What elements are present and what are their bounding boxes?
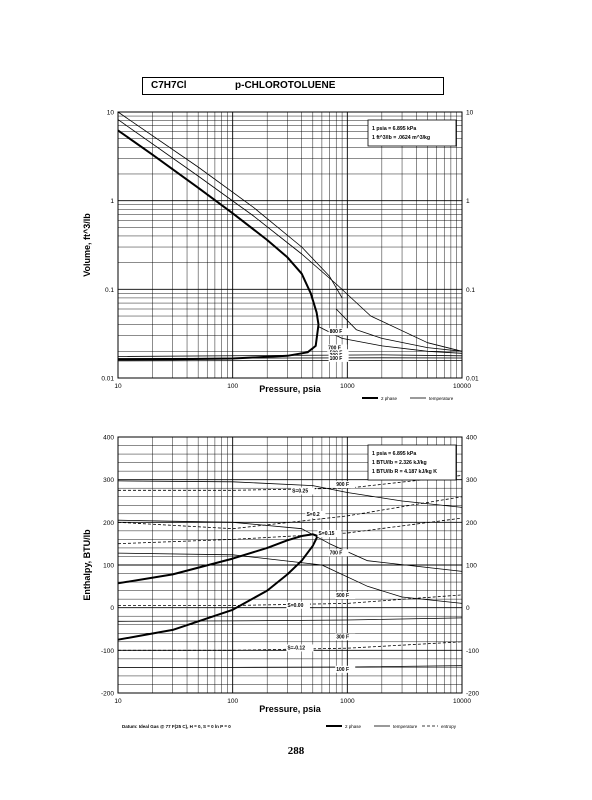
- y-tick-label: 100: [103, 563, 114, 570]
- y-tick-label-right: 100: [466, 563, 477, 570]
- x-tick-label: 100: [227, 383, 238, 390]
- y-tick-label: 10: [107, 110, 115, 117]
- x-tick-label: 10000: [453, 383, 471, 390]
- series-line-entropy: [117, 517, 463, 545]
- x-tick-label: 10000: [453, 698, 471, 705]
- x-tick-label: 10: [114, 698, 122, 705]
- curve-label-bg: [286, 601, 310, 609]
- series-line-temperature: [117, 552, 463, 604]
- legend-label: temperature: [393, 724, 418, 729]
- conversion-note-box: [367, 119, 457, 147]
- y-tick-label: -100: [101, 648, 114, 655]
- y-tick-label: 1: [110, 198, 114, 205]
- legend-label: 2 phase: [345, 724, 362, 729]
- curve-label: 500 F: [336, 593, 349, 599]
- y-tick-label: -200: [101, 691, 114, 698]
- series-line-temperature: [117, 111, 343, 299]
- curve-label-bg: [328, 328, 349, 336]
- curve-label-bg: [328, 354, 349, 362]
- conversion-note: 1 psia = 6.895 kPa: [372, 126, 416, 132]
- legend-label: temperature: [429, 396, 454, 401]
- y-tick-label-right: -200: [466, 691, 479, 698]
- curve-label-bg: [335, 665, 356, 673]
- series-line-temperature: [118, 665, 463, 668]
- curve-label: S=0.15: [318, 531, 334, 537]
- y-tick-label-right: 0.01: [466, 376, 479, 383]
- legend-label: 2 phase: [381, 396, 398, 401]
- series-line-2-phase: [117, 533, 318, 585]
- curve-label: 100 F: [336, 667, 349, 673]
- y-tick-label: 400: [103, 435, 114, 442]
- compound-formula: C7H7Cl: [151, 80, 187, 91]
- curve-label-bg: [291, 487, 315, 495]
- conversion-note: 1 BTU/lb = 2.326 kJ/kg: [372, 460, 427, 466]
- x-axis-label: Pressure, psia: [259, 704, 322, 714]
- curve-label: 300 F: [336, 634, 349, 640]
- x-tick-label: 100: [227, 698, 238, 705]
- datum-footnote: Datum: Ideal Gas @ 77 F(25 C), H = 0, S …: [122, 724, 231, 729]
- series-line-2-phase: [117, 324, 320, 361]
- legend-label: entropy: [441, 724, 457, 729]
- series-line-2-phase: [117, 129, 320, 325]
- y-tick-label: 0: [110, 605, 114, 612]
- curve-label: S=0.25: [292, 488, 308, 494]
- series-line-temperature: [117, 357, 463, 359]
- curve-label: 700 F: [328, 345, 341, 351]
- curve-label: 700 F: [330, 550, 343, 556]
- series-line-temperature: [335, 308, 463, 352]
- conversion-note-box: [367, 444, 457, 481]
- curve-label: S=0.00: [287, 603, 303, 609]
- series-line-temperature: [117, 617, 463, 622]
- series-line-2-phase: [117, 535, 319, 641]
- curve-label: S=0.2: [306, 512, 319, 518]
- series-line-temperature: [117, 519, 463, 572]
- y-tick-label-right: 0.1: [466, 287, 475, 294]
- series-line-temperature: [117, 480, 463, 508]
- x-tick-label: 10: [114, 383, 122, 390]
- curve-label-bg: [305, 510, 326, 518]
- curve-label: 100 F: [330, 356, 343, 362]
- y-tick-label-right: 200: [466, 520, 477, 527]
- series-line-temperature: [117, 119, 463, 352]
- page-number: 288: [287, 745, 305, 757]
- conversion-note: 1 BTU/lb R = 4.187 kJ/kg K: [372, 469, 437, 475]
- plot-frame: [117, 111, 463, 379]
- curve-label-bg: [286, 644, 314, 652]
- y-tick-label: 300: [103, 477, 114, 484]
- x-tick-label: 1000: [340, 698, 355, 705]
- curve-label: 800 F: [330, 329, 343, 335]
- y-axis-label: Volume, ft^3/lb: [82, 213, 92, 277]
- curve-label-bg: [335, 592, 356, 599]
- y-tick-label: 0.01: [101, 376, 114, 383]
- y-axis-label: Enthalpy, BTU/lb: [82, 529, 92, 601]
- curve-label-bg: [317, 530, 342, 538]
- curve-label: 900 F: [336, 482, 349, 488]
- x-axis-label: Pressure, psia: [259, 384, 322, 394]
- curve-label-bg: [335, 633, 356, 641]
- series-line-entropy: [118, 475, 463, 491]
- conversion-note: 1 psia = 6.895 kPa: [372, 451, 416, 457]
- series-line-temperature: [117, 360, 462, 362]
- conversion-note: 1 ft^3/lb = .0624 m^3/kg: [372, 135, 430, 141]
- y-tick-label-right: 400: [466, 435, 477, 442]
- curve-label-bg: [327, 344, 348, 352]
- y-tick-label-right: 0: [466, 605, 470, 612]
- y-tick-label-right: 1: [466, 198, 470, 205]
- series-line-entropy: [117, 496, 463, 530]
- y-tick-label-right: 300: [466, 477, 477, 484]
- curve-label-bg: [328, 549, 349, 557]
- y-tick-label: 0.1: [105, 287, 114, 294]
- curve-label: S=-0.12: [287, 645, 305, 651]
- chart-title-box: C7H7Cl p-CHLOROTOLUENE: [142, 77, 444, 95]
- y-tick-label: 200: [103, 520, 114, 527]
- x-tick-label: 1000: [340, 383, 355, 390]
- y-tick-label-right: 10: [466, 110, 474, 117]
- compound-name: p-CHLOROTOLUENE: [235, 80, 336, 91]
- y-tick-label-right: -100: [466, 648, 479, 655]
- curve-label-bg: [335, 481, 356, 489]
